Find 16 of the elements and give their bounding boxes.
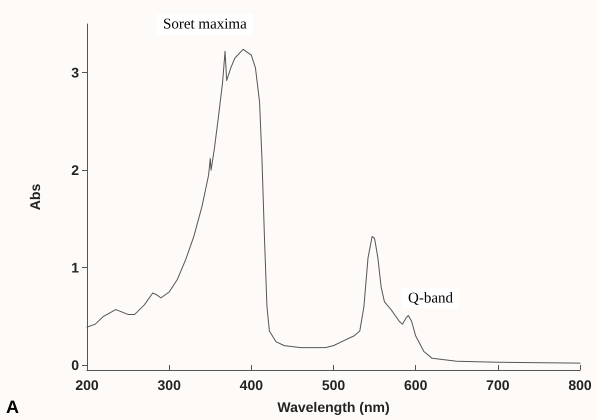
annotation: Soret maxima: [163, 16, 248, 32]
annotation: Q-band: [408, 290, 454, 306]
x-tick-label: 600: [404, 377, 428, 393]
x-tick-label: 800: [568, 377, 592, 393]
x-tick-label: 300: [157, 377, 182, 393]
x-axis-title: Wavelength (nm): [277, 399, 390, 415]
x-tick-label: 700: [486, 377, 510, 393]
y-axis-title: Abs: [27, 184, 43, 210]
x-tick-label: 500: [322, 377, 346, 393]
text: A: [6, 397, 19, 417]
y-tick-label: 3: [71, 64, 80, 81]
y-tick-label: 2: [71, 162, 80, 178]
y-tick-label: 1: [71, 260, 80, 276]
y-tick-label: 0: [71, 357, 80, 374]
x-tick-label: 200: [75, 377, 99, 393]
x-tick-label: 400: [240, 377, 264, 393]
